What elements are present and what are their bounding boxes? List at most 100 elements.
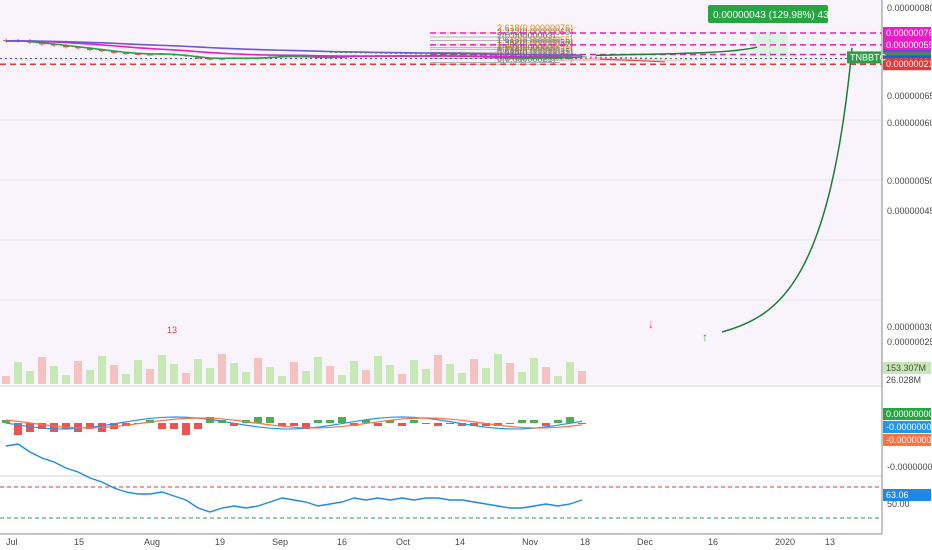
- macd-histogram-bar: [530, 420, 538, 423]
- macd-histogram-bar: [374, 423, 382, 426]
- macd-tag: [883, 434, 931, 446]
- candle-body: [219, 58, 225, 60]
- fib-label: 0.618(0.00000035): [497, 46, 573, 56]
- volume-bar: [422, 369, 430, 384]
- macd-histogram-bar: [458, 423, 466, 426]
- price-tick: 0.00000045: [887, 206, 932, 216]
- projection-arrow-2: [721, 47, 853, 333]
- macd-tag: [883, 421, 931, 433]
- volume-bar: [74, 361, 82, 384]
- date-tick: Sep: [272, 537, 288, 547]
- fib-label: 2.272(0.00000069): [497, 27, 573, 37]
- volume-bar: [146, 369, 154, 384]
- rsi-tag: [883, 489, 931, 501]
- price-tag: [883, 38, 931, 51]
- macd-histogram-bar: [470, 423, 478, 426]
- fib-label: 2(0.00000063): [497, 30, 556, 40]
- volume-bar: [230, 363, 238, 384]
- fib-label: 1(0.00000042): [497, 42, 556, 52]
- volume-bar: [2, 376, 10, 384]
- volume-bar: [110, 365, 118, 384]
- price-tag-text: 0.00000021: [886, 59, 932, 69]
- volume-bar: [50, 366, 58, 384]
- date-tick: 15: [74, 537, 84, 547]
- volume-bar: [542, 367, 550, 384]
- price-tag: [883, 27, 931, 39]
- price-tick: 0.00000060: [887, 118, 932, 128]
- macd-histogram-bar: [278, 423, 286, 426]
- volume-bar: [218, 354, 226, 384]
- volume-tag-text: 153.307M: [886, 363, 926, 373]
- volume-bar: [410, 360, 418, 384]
- volume-bar: [194, 359, 202, 384]
- date-tick: 14: [455, 537, 465, 547]
- volume-bar: [434, 355, 442, 384]
- symbol-tag: [847, 51, 881, 64]
- macd-histogram-bar: [302, 423, 310, 429]
- macd-line: [5, 416, 583, 430]
- volume-bar: [374, 356, 382, 384]
- macd-histogram-bar: [110, 423, 118, 429]
- volume-bar: [494, 354, 502, 384]
- macd-histogram-bar: [398, 423, 406, 426]
- ema-mid-line: [5, 40, 583, 59]
- bear-arrow: [599, 58, 666, 63]
- macd-histogram-bar: [170, 423, 178, 429]
- date-tick: 18: [580, 537, 590, 547]
- macd-histogram-bar: [542, 423, 550, 426]
- macd-histogram-bar: [326, 420, 334, 423]
- volume-bar: [554, 376, 562, 384]
- candle-body: [63, 45, 69, 48]
- main-pane-bg: [0, 0, 882, 384]
- macd-histogram-bar: [410, 420, 418, 423]
- volume-bar: [386, 365, 394, 384]
- macd-histogram-bar: [386, 420, 394, 423]
- candle-body: [87, 48, 93, 51]
- volume-bar: [182, 373, 190, 384]
- macd-histogram-bar: [266, 417, 274, 423]
- volume-bar: [338, 375, 346, 384]
- volume-bar: [14, 362, 22, 384]
- signal-line: [5, 417, 583, 429]
- price-tick: 0.00000065: [887, 91, 932, 101]
- symbol-tag-text: TNBBTC: [850, 52, 887, 62]
- date-tick: 19: [215, 537, 225, 547]
- volume-bar: [458, 373, 466, 384]
- date-tick: 2020: [775, 537, 795, 547]
- projection-arrow: [595, 46, 758, 57]
- macd-histogram-bar: [122, 423, 130, 426]
- candle-body: [111, 51, 117, 53]
- volume-bar: [86, 370, 94, 384]
- macd-histogram-bar: [230, 423, 238, 426]
- volume-bar: [122, 374, 130, 384]
- target-badge-text: 0.00000043 (129.98%) 43: [713, 10, 829, 21]
- volume-bar: [242, 372, 250, 384]
- macd-histogram-bar: [506, 423, 514, 424]
- price-tick: 0.00000050: [887, 176, 932, 186]
- macd-tag-text: -0.00000000: [886, 422, 932, 432]
- price-tag-text: 0.00000055: [886, 40, 932, 50]
- macd-histogram-bar: [518, 420, 526, 423]
- up-arrow-icon: ↑: [702, 330, 708, 344]
- candle-body: [123, 52, 129, 54]
- fib-label: 1.382(0.00000050): [497, 38, 573, 48]
- macd-histogram-bar: [50, 423, 58, 432]
- volume-bar: [326, 366, 334, 384]
- volume-bar: [470, 359, 478, 384]
- volume-bar: [566, 362, 574, 384]
- volume-bar: [518, 372, 526, 384]
- volume-bar: [314, 357, 322, 384]
- date-tick: Jul: [6, 537, 18, 547]
- macd-histogram-bar: [578, 423, 586, 424]
- candle-body: [579, 56, 585, 58]
- candle-body: [519, 58, 525, 60]
- rsi-tag-text: 63.06: [886, 490, 909, 500]
- price-tag: [883, 58, 931, 71]
- macd-histogram-bar: [482, 423, 490, 426]
- candle-body: [75, 47, 81, 49]
- down-arrow-icon: ↓: [648, 317, 654, 331]
- volume-bar: [530, 358, 538, 384]
- macd-histogram-bar: [254, 417, 262, 423]
- volume-bar: [170, 364, 178, 384]
